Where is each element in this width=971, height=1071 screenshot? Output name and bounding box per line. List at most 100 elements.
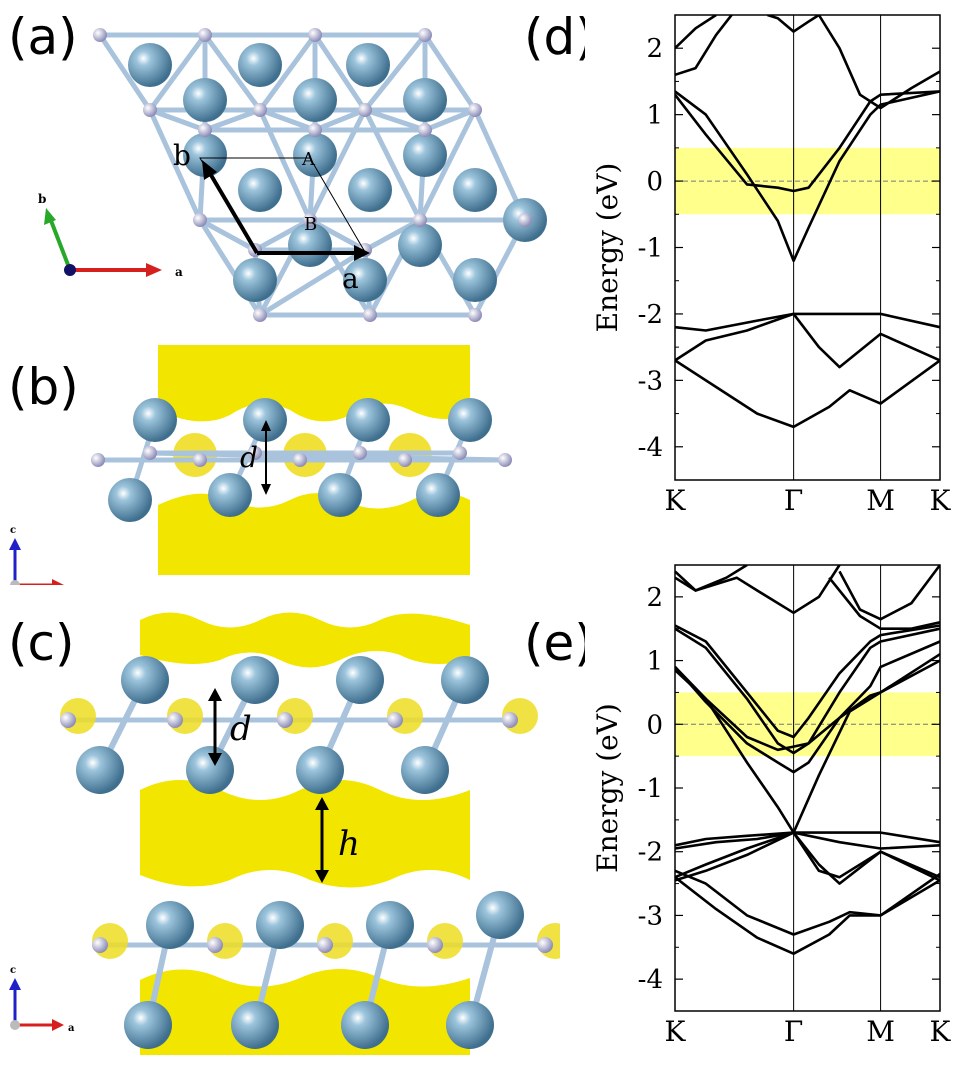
panel-label-d: (d) (524, 8, 595, 66)
nonmetal-atom (308, 28, 322, 42)
band-line-4 (767, 13, 820, 33)
nonmetal-atom (468, 103, 482, 117)
metal-atom (238, 168, 282, 212)
charge-density-top (158, 345, 470, 422)
band-structure-e: -4 -3 -2 -1 0 1 2 K Γ M K Energy (eV) (585, 550, 971, 1071)
y-tick-label: 1 (646, 647, 663, 677)
nonmetal-atom (387, 712, 403, 728)
atom-lattice (93, 28, 547, 322)
band-line-14 (674, 876, 941, 955)
bond (424, 107, 476, 133)
panel-label-c: (c) (8, 614, 75, 672)
bond (204, 107, 261, 133)
nonmetal-atom (427, 937, 443, 953)
metal-atom (453, 168, 497, 212)
nonmetal-atom (167, 712, 183, 728)
axis-b-label: b (38, 192, 46, 206)
metal-atom (256, 901, 304, 949)
plot-frame (674, 14, 941, 481)
x-tick-label: K (665, 1015, 687, 1048)
x-tick-label: M (866, 1015, 895, 1048)
x-tick-label: Γ (784, 484, 803, 517)
nonmetal-atom (418, 123, 432, 137)
nonmetal-atom (498, 453, 512, 467)
panel-label-a: (a) (8, 8, 78, 66)
charge-density-bottom (140, 969, 470, 1055)
nonmetal-atom (92, 937, 108, 953)
y-tick-label: -1 (638, 774, 663, 804)
bond (312, 33, 368, 112)
band-line-2 (674, 13, 717, 50)
metal-atom (183, 133, 227, 177)
vector-b-arrow (206, 168, 259, 255)
site-a-label: A (301, 149, 316, 170)
band-line-6 (674, 564, 841, 615)
band-structure-d: -4 -3 -2 -1 0 1 2 K Γ M K Energy (eV) (585, 0, 971, 540)
metal-atom (208, 473, 252, 517)
charge-density-interlayer (140, 780, 470, 888)
y-tick-label: 1 (646, 101, 663, 131)
metal-atom (441, 656, 489, 704)
axis-a-label: a (68, 1023, 75, 1034)
bond (147, 33, 208, 112)
x-tick-label: K (930, 1015, 952, 1048)
band-line-4 (674, 624, 941, 739)
nonmetal-atom (303, 213, 317, 227)
axis-a-label: a (68, 583, 75, 585)
metal-atom (183, 78, 227, 122)
nonmetal-atom (193, 213, 207, 227)
bond (149, 107, 206, 133)
x-tick-label: Γ (784, 1015, 803, 1048)
metal-atom (453, 258, 497, 302)
band-line-0 (674, 90, 941, 263)
structure-b-side-view: d a c (9, 345, 512, 585)
band-line-5 (674, 563, 748, 592)
metal-atom (403, 78, 447, 122)
nonmetal-atom (207, 937, 223, 953)
metal-atom (348, 168, 392, 212)
x-tick-label: M (866, 484, 895, 517)
bond (314, 107, 366, 133)
axis-triad-c: a c (9, 965, 75, 1034)
nonmetal-atom (418, 28, 432, 42)
vector-b-label: b (173, 139, 191, 172)
nonmetal-atom (398, 453, 412, 467)
axis-a-label: a (175, 265, 183, 279)
y-tick-label: -2 (638, 300, 663, 330)
band-line-7 (674, 312, 941, 369)
metal-atom (243, 398, 287, 442)
nonmetal-atom (248, 446, 262, 460)
bond (258, 247, 367, 318)
y-axis-label: Energy (eV) (591, 163, 624, 333)
thickness-d-label: d (240, 441, 258, 474)
site-b-label: B (304, 214, 317, 235)
metal-atom (121, 656, 169, 704)
band-line-3 (674, 627, 941, 755)
bond (422, 33, 478, 112)
metal-atom (233, 258, 277, 302)
bond (253, 217, 312, 253)
structure-a-top-view: a b A B a b (38, 28, 547, 322)
panel-label-e: (e) (524, 614, 594, 672)
bond (417, 108, 478, 222)
band-line-1 (673, 90, 941, 193)
vector-a-arrowhead (354, 245, 370, 261)
metal-atom (293, 78, 337, 122)
y-tick-label: 0 (646, 710, 663, 740)
nonmetal-atom (198, 123, 212, 137)
nonmetal-atom (91, 453, 105, 467)
nonmetal-atom (198, 28, 212, 42)
bond (363, 217, 422, 253)
nonmetal-atom (293, 453, 307, 467)
metal-atom (128, 43, 172, 87)
vector-b-arrowhead (202, 160, 217, 180)
bond (147, 108, 203, 222)
metal-atom (238, 43, 282, 87)
bond (308, 217, 367, 253)
charge-density-top (140, 612, 470, 668)
band-line-7 (838, 564, 942, 621)
band-line-2 (674, 640, 941, 774)
x-tick-label: K (930, 484, 952, 517)
band-line-5 (817, 14, 941, 110)
bond (364, 107, 426, 133)
